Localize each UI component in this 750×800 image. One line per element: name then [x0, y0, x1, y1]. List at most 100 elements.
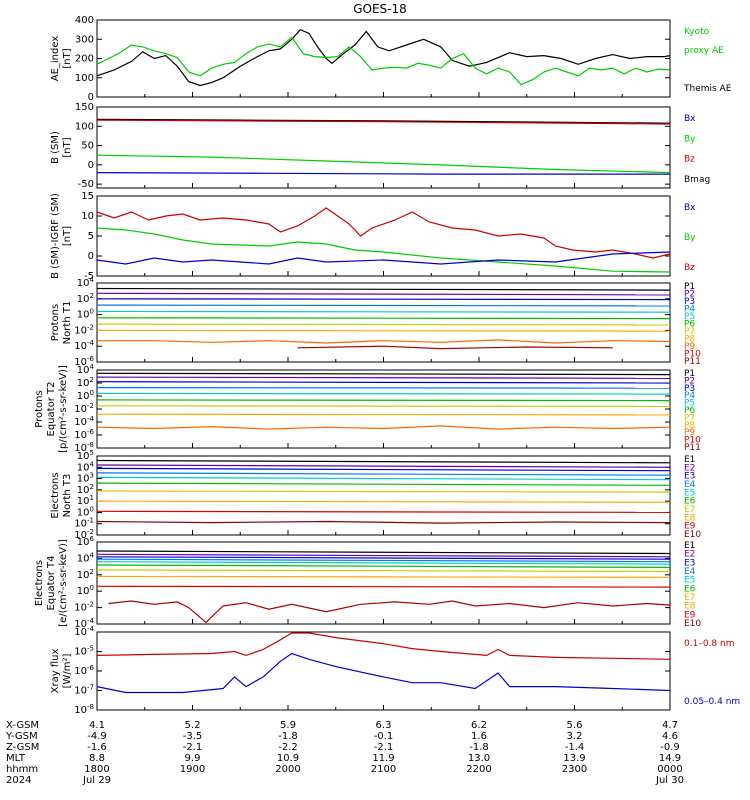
- series-line-1-3: [96, 172, 670, 175]
- legend-entry-3-9: P10: [684, 350, 701, 360]
- series-line-2-1: [96, 227, 671, 273]
- footer-value-2-3: -2.1: [374, 742, 394, 753]
- series-line-3-8: [97, 339, 671, 344]
- y-tick-label-0-3: 300: [75, 34, 94, 45]
- y-tick-label-3-3: 100: [77, 308, 94, 321]
- y-tick-label-6-2: 100: [77, 584, 94, 597]
- series-line-1-1: [96, 119, 671, 125]
- footer-value-4-4: 2200: [466, 764, 491, 775]
- y-tick-label-1-4: 150: [75, 102, 94, 113]
- y-tick-label-6-5: 106: [77, 535, 95, 548]
- legend-entry-4-8: P9: [684, 428, 695, 438]
- legend-entry-5-8: E9: [684, 522, 696, 532]
- y-tick-label-3-1: 10-4: [74, 339, 94, 352]
- series-line-1-2: [96, 154, 671, 174]
- y-tick-label-4-6: 104: [77, 363, 95, 376]
- footer-value-3-3: 11.9: [372, 753, 394, 764]
- legend-entry-7-1: 0.05–0.4 nm: [684, 697, 740, 707]
- footer-value-4-3: 2100: [371, 764, 396, 775]
- footer-value-4-6: 0000: [657, 764, 682, 775]
- legend-entry-3-3: P4: [684, 305, 695, 315]
- series-line-6-5: [96, 564, 671, 568]
- legend-entry-6-7: E8: [684, 602, 696, 612]
- series-line-6-3: [96, 558, 671, 563]
- panel-frame-5: [96, 455, 671, 536]
- panel-frame-1: [96, 106, 671, 189]
- series-line-5-2: [96, 467, 671, 472]
- series-line-6-7: [96, 575, 671, 578]
- series-line-5-6: [96, 490, 671, 493]
- legend-entry-3-0: P1: [684, 282, 695, 292]
- footer-label-4: hhmm: [6, 764, 38, 775]
- series-line-6-2: [96, 556, 671, 560]
- series-line-4-6: [96, 405, 671, 407]
- y-tick-label-4-4: 100: [77, 389, 94, 402]
- y-tick-label-7-1: 10-7: [74, 684, 94, 697]
- legend-entry-6-8: E9: [684, 610, 696, 620]
- footer-value-2-1: -2.1: [183, 742, 203, 753]
- legend-entry-6-5: E6: [684, 584, 696, 594]
- footer-value-1-4: 1.6: [471, 731, 487, 742]
- legend-entry-4-6: P7: [684, 413, 695, 423]
- y-tick-label-4-2: 10-4: [74, 415, 94, 428]
- series-line-7-0: [96, 632, 671, 660]
- y-axis-label-2-0: B (SM)-IGRF (SM): [50, 193, 61, 279]
- footer-label-5: 2024: [6, 775, 31, 786]
- series-line-5-7: [96, 500, 671, 503]
- footer-value-3-5: 13.9: [563, 753, 585, 764]
- series-line-6-1: [96, 553, 671, 558]
- y-tick-label-2-3: 10: [81, 211, 94, 222]
- footer-label-3: MLT: [6, 753, 26, 764]
- legend-entry-4-1: P2: [684, 376, 695, 386]
- y-tick-label-2-4: 15: [81, 191, 94, 202]
- y-axis-label-0-0: AE_index: [50, 36, 61, 82]
- footer-value-2-4: -1.8: [469, 742, 489, 753]
- y-tick-label-0-1: 100: [75, 73, 94, 84]
- series-line-6-6: [96, 569, 671, 573]
- footer-value-0-0: 4.1: [89, 720, 105, 731]
- legend-entry-4-5: P6: [684, 406, 695, 416]
- footer-value-1-3: -0.1: [374, 731, 394, 742]
- y-axis-label-2-1: [nT]: [62, 226, 73, 246]
- series-line-5-1: [96, 464, 671, 468]
- legend-entry-1-1: By: [684, 134, 696, 144]
- footer-value-0-5: 5.6: [567, 720, 583, 731]
- plot-title: GOES-18: [353, 2, 407, 16]
- series-line-5-3: [96, 472, 671, 476]
- footer-value-4-1: 1900: [180, 764, 205, 775]
- y-axis-label-4-2: [p/(cm²-s-sr-keV)]: [58, 365, 69, 453]
- series-line-3-0: [96, 287, 671, 291]
- footer-value-2-0: -1.6: [87, 742, 107, 753]
- y-axis-label-6-1: Equator T4: [46, 556, 57, 611]
- y-tick-label-7-4: 10-4: [74, 625, 94, 638]
- legend-entry-6-0: E1: [684, 541, 695, 551]
- legend-entry-3-4: P5: [684, 312, 695, 322]
- footer-value-0-6: 4.7: [662, 720, 678, 731]
- footer-value-2-6: -0.9: [660, 742, 680, 753]
- y-axis-label-7-0: Xray flux: [50, 649, 61, 694]
- y-axis-label-7-1: [W/m²]: [62, 653, 73, 688]
- series-line-7-1: [96, 652, 671, 694]
- footer-label-1: Y-GSM: [5, 731, 38, 742]
- series-line-5-4: [96, 476, 671, 481]
- legend-entry-3-7: P8: [684, 335, 695, 345]
- legend-entry-6-1: E2: [684, 550, 695, 560]
- y-tick-label-1-1: 0: [88, 160, 94, 171]
- y-tick-label-6-1: 10-2: [74, 601, 94, 614]
- legend-entry-6-3: E4: [684, 567, 696, 577]
- series-line-1-0: [96, 118, 671, 124]
- legend-entry-7-0: 0.1–0.8 nm: [684, 639, 734, 649]
- legend-entry-4-10: P11: [684, 443, 701, 453]
- y-tick-label-4-5: 102: [77, 376, 94, 389]
- legend-entry-4-0: P1: [684, 369, 695, 379]
- legend-entry-3-5: P6: [684, 320, 695, 330]
- series-line-6-8: [96, 585, 671, 588]
- series-line-3-5: [96, 317, 671, 320]
- footer-value-3-2: 10.9: [277, 753, 299, 764]
- y-axis-label-5-1: North T3: [62, 474, 73, 518]
- legend-entry-5-5: E6: [684, 497, 696, 507]
- y-tick-label-7-3: 10-5: [74, 645, 94, 658]
- series-line-0-0: [96, 28, 671, 87]
